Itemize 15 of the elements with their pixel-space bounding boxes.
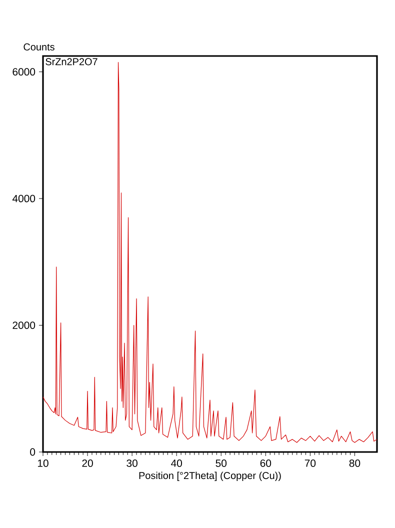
x-tick-label: 60: [260, 460, 272, 467]
y-tick-label: 6000: [12, 68, 36, 76]
x-tick-label: 50: [216, 460, 227, 467]
y-tick-label: 2000: [12, 322, 36, 329]
y-axis-title: Counts: [24, 43, 54, 50]
x-tick-label: 40: [171, 460, 182, 467]
x-axis-title: Position [°2Theta] (Copper (Cu)): [139, 472, 281, 482]
x-tick-label: 80: [349, 460, 360, 467]
x-tick-label: 30: [126, 460, 138, 467]
y-tick-label: 4000: [12, 194, 36, 202]
x-tick-label: 20: [82, 460, 93, 467]
x-tick-label: 10: [38, 460, 48, 467]
y-tick-label: 0: [30, 448, 36, 456]
x-tick-label: 70: [304, 460, 316, 467]
annotation: SrZn2P2O7: [46, 58, 98, 66]
